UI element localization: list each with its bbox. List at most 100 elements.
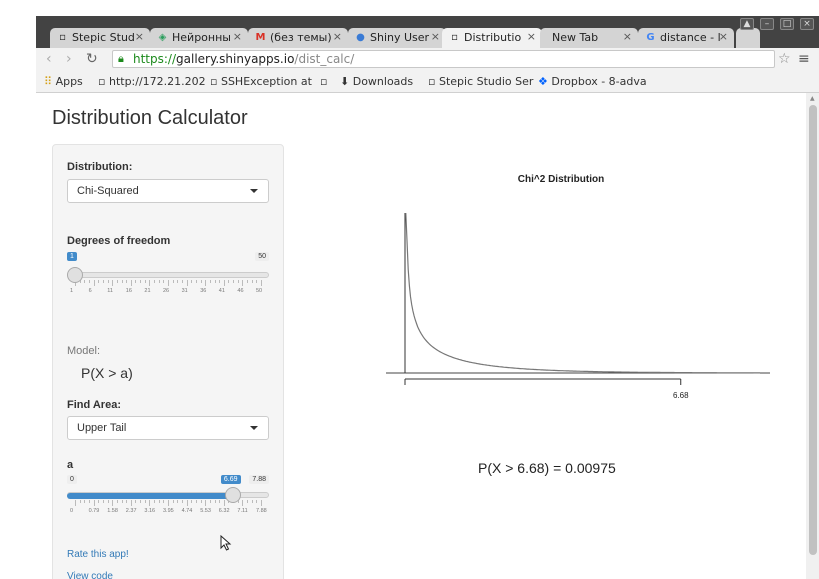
a-handle[interactable] [224, 487, 241, 503]
tab-new[interactable]: New Tab × [540, 28, 638, 48]
rate-app-link[interactable]: Rate this app! [67, 549, 129, 560]
grid-label: 3.16 [144, 508, 156, 514]
grid-tick [75, 280, 76, 286]
bookmark-downloads[interactable]: ⬇ Downloads [340, 75, 414, 88]
tab-neural[interactable]: ◈ Нейронны × [150, 28, 248, 48]
grid-tick [200, 500, 202, 503]
close-icon[interactable]: × [430, 30, 440, 43]
tab-distribution[interactable]: ▫ Distributio × [442, 28, 542, 49]
green-icon: ◈ [158, 32, 167, 43]
grid-tick [223, 280, 225, 286]
window-close-icon[interactable]: × [800, 18, 814, 30]
close-icon[interactable]: × [134, 30, 144, 43]
bookmark-blank[interactable]: ▫ [320, 75, 327, 88]
grid-tick [144, 500, 146, 503]
find-area-select[interactable]: Upper Tail [67, 416, 269, 440]
tab-title: Shiny User [370, 31, 430, 44]
grid-tick [163, 280, 165, 283]
tab-google[interactable]: G distance - l × [638, 28, 734, 48]
grid-label: 3.95 [163, 508, 174, 514]
distribution-select[interactable]: Chi-Squared [67, 179, 269, 203]
grid-label: 1.58 [107, 508, 118, 514]
a-label: a [67, 459, 74, 471]
grid-tick [140, 500, 142, 503]
grid-label: 7.88 [256, 508, 267, 514]
find-area-value: Upper Tail [77, 422, 127, 434]
tab-title: Stepic Stud [72, 31, 135, 44]
close-icon[interactable]: × [232, 30, 242, 43]
grid-tick [135, 280, 137, 283]
dof-slider[interactable]: 1 50 1 6 11 16 21 26 31 36 41 46 50 [67, 249, 269, 295]
grid-label: 6.32 [218, 508, 230, 514]
menu-icon[interactable]: ≡ [798, 51, 810, 67]
grid-tick [209, 500, 211, 503]
bookmarks-bar: ⠿ Apps ▫ http://172.21.202 ▫ SSHExceptio… [36, 71, 819, 93]
cursor-icon [220, 535, 232, 551]
close-icon[interactable]: × [332, 30, 342, 43]
bookmark-ip[interactable]: ▫ http://172.21.202 [98, 75, 206, 88]
a-fill [67, 493, 233, 499]
grid-label: 16 [125, 288, 132, 294]
grid-tick [102, 280, 104, 283]
grid-tick [214, 500, 216, 503]
grid-tick [209, 280, 211, 283]
dof-handle[interactable] [67, 267, 83, 283]
close-icon[interactable]: × [718, 30, 728, 43]
reload-icon[interactable]: ↻ [86, 51, 98, 67]
new-tab-button[interactable] [736, 28, 760, 48]
grid-tick [247, 500, 249, 503]
minimize-icon[interactable]: – [760, 18, 774, 30]
chi-square-chart: Chi^2 Distribution 6.68 [330, 165, 770, 449]
grid-tick [181, 500, 183, 503]
grid-label: 6 [88, 288, 92, 294]
doc-icon: ▫ [98, 75, 106, 88]
bookmark-stepic[interactable]: ▫ Stepic Studio Ser [428, 75, 534, 88]
scroll-up-icon[interactable]: ▲ [810, 95, 815, 102]
forward-icon[interactable]: › [66, 51, 72, 67]
tab-title: distance - l [660, 31, 721, 44]
url-scheme: https:// [133, 52, 177, 66]
grid-tick [172, 500, 174, 503]
chart-svg: Chi^2 Distribution 6.68 [386, 174, 770, 400]
grid-tick [186, 280, 188, 286]
tab-gmail[interactable]: M (без темы) × [248, 28, 348, 48]
close-icon[interactable]: × [622, 30, 632, 43]
grid-label: 31 [181, 288, 188, 294]
tab-strip: ▫ Stepic Stud × ◈ Нейронны × M (без темы… [36, 16, 819, 49]
scrollbar[interactable]: ▲ [806, 93, 819, 579]
grid-tick [98, 500, 100, 503]
grid-tick [88, 280, 90, 283]
result-text: P(X > 6.68) = 0.00975 [478, 460, 616, 476]
find-area-label: Find Area: [67, 399, 121, 411]
grid-tick [112, 280, 114, 286]
a-slider[interactable]: 0 6.69 7.88 0 0.79 1.58 2.37 3.16 3.95 4.74 5.5… [67, 475, 269, 521]
grid-label: 21 [144, 288, 151, 294]
star-icon[interactable]: ☆ [778, 51, 791, 67]
profile-icon[interactable]: ▲ [740, 18, 754, 30]
bookmark-apps[interactable]: ⠿ Apps [44, 75, 83, 88]
grid-tick [93, 500, 95, 506]
grid-tick [88, 500, 90, 503]
close-icon[interactable]: × [526, 30, 536, 43]
scrollbar-thumb[interactable] [809, 105, 817, 555]
tab-title: New Tab [552, 31, 599, 44]
grid-tick [158, 500, 160, 503]
address-bar[interactable]: 🔒︎ https://gallery.shinyapps.io/dist_cal… [112, 50, 775, 68]
area-bracket [404, 378, 682, 385]
grid-tick [116, 280, 118, 283]
grid-tick [195, 280, 197, 283]
grid-tick [195, 500, 197, 503]
view-code-link[interactable]: View code [67, 571, 113, 579]
grid-tick [247, 280, 249, 283]
grid-tick [219, 280, 221, 283]
back-icon[interactable]: ‹ [46, 51, 52, 67]
grid-label: 41 [218, 288, 225, 294]
bookmark-sshexception[interactable]: ▫ SSHException at [210, 75, 312, 88]
tab-stepic[interactable]: ▫ Stepic Stud × [50, 28, 150, 48]
grid-tick [233, 280, 235, 283]
tab-shiny[interactable]: ● Shiny User × [348, 28, 446, 48]
sidebar-panel: Distribution: Chi-Squared Degrees of fre… [52, 144, 284, 579]
dof-grid: 1 6 11 16 21 26 31 36 41 46 50 [67, 280, 269, 294]
bookmark-dropbox[interactable]: ❖ Dropbox - 8-adva [538, 75, 647, 88]
maximize-icon[interactable]: □ [780, 18, 794, 30]
